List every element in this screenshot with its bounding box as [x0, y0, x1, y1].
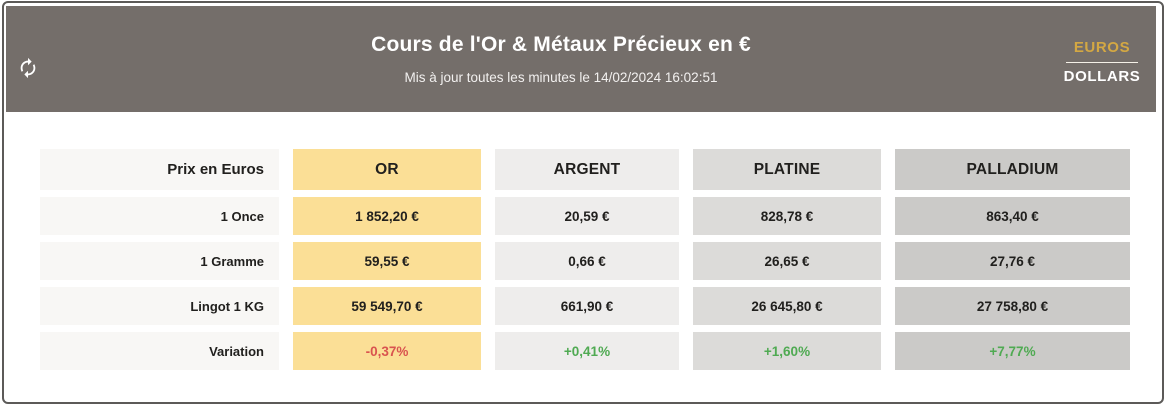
page-title: Cours de l'Or & Métaux Précieux en € — [371, 33, 751, 56]
refresh-icon — [17, 57, 39, 82]
currency-option-dollars[interactable]: DOLLARS — [1063, 68, 1141, 85]
price-cell: 26 645,80 € — [693, 287, 881, 325]
row-label: 1 Once — [40, 197, 279, 235]
variation-cell: -0,37% — [293, 332, 481, 370]
column-header-or: OR — [293, 149, 481, 190]
column-header-platine: PLATINE — [693, 149, 881, 190]
column-header-argent: ARGENT — [495, 149, 679, 190]
price-cell: 828,78 € — [693, 197, 881, 235]
variation-cell: +1,60% — [693, 332, 881, 370]
currency-divider — [1066, 62, 1138, 63]
header-bar: Cours de l'Or & Métaux Précieux en € Mis… — [6, 6, 1156, 112]
currency-option-euros[interactable]: EUROS — [1073, 39, 1131, 56]
price-cell: 59 549,70 € — [293, 287, 481, 325]
variation-cell: +7,77% — [895, 332, 1130, 370]
price-cell: 59,55 € — [293, 242, 481, 280]
price-cell: 1 852,20 € — [293, 197, 481, 235]
price-cell: 661,90 € — [495, 287, 679, 325]
price-cell: 27,76 € — [895, 242, 1130, 280]
price-cell: 27 758,80 € — [895, 287, 1130, 325]
variation-cell: +0,41% — [495, 332, 679, 370]
price-cell: 0,66 € — [495, 242, 679, 280]
row-label: 1 Gramme — [40, 242, 279, 280]
price-cell: 863,40 € — [895, 197, 1130, 235]
row-label: Lingot 1 KG — [40, 287, 279, 325]
last-updated-text: Mis à jour toutes les minutes le 14/02/2… — [404, 70, 718, 85]
column-header-palladium: PALLADIUM — [895, 149, 1130, 190]
price-cell: 20,59 € — [495, 197, 679, 235]
currency-toggle: EUROS DOLLARS — [1064, 39, 1140, 85]
table-corner-label: Prix en Euros — [40, 149, 279, 190]
price-cell: 26,65 € — [693, 242, 881, 280]
price-table: Prix en Euros OR ARGENT PLATINE PALLADIUM 1 O… — [40, 149, 1130, 370]
row-label: Variation — [40, 332, 279, 370]
refresh-button[interactable] — [17, 57, 39, 79]
